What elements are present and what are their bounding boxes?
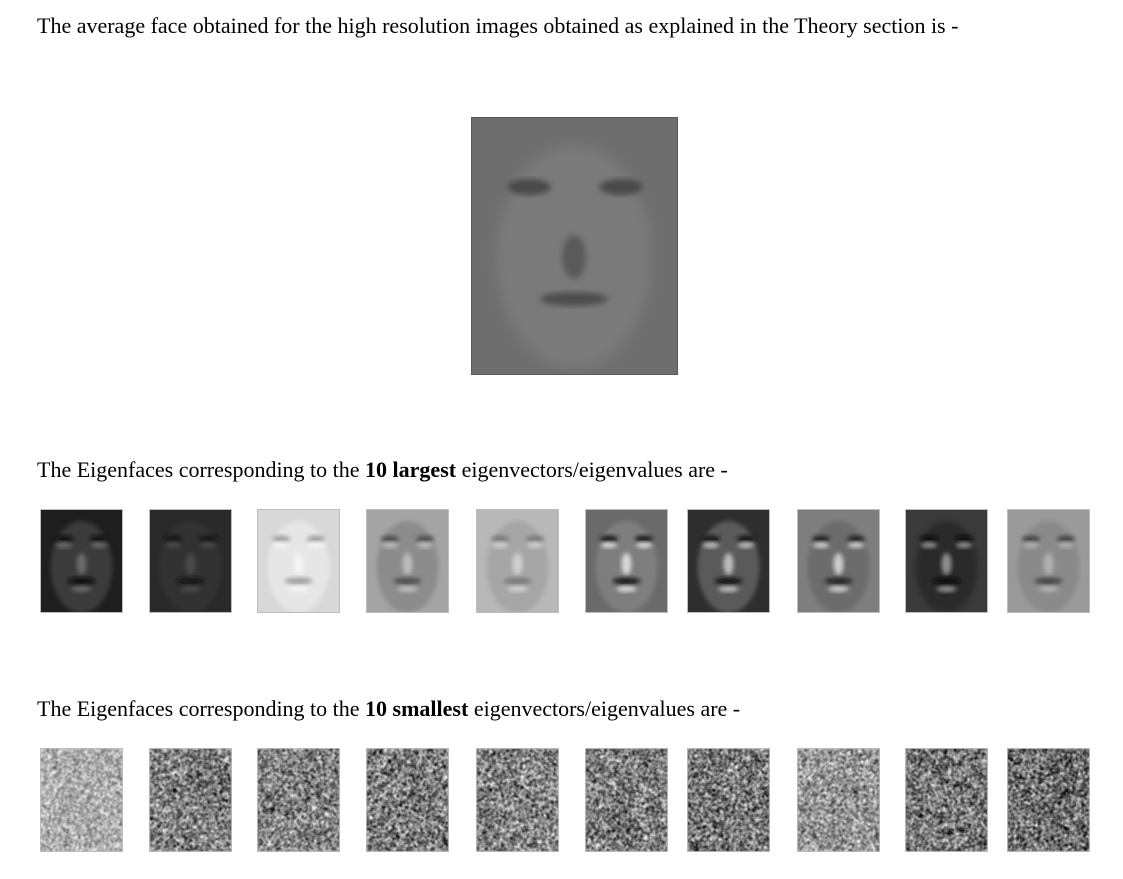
eigenface-smallest-8 [797, 748, 880, 852]
eigenface-smallest-7 [687, 748, 770, 852]
eigenface-smallest-2 [149, 748, 232, 852]
eigenface-largest-2 [149, 509, 232, 613]
eigenface-smallest-3 [257, 748, 340, 852]
smallest-emphasis: 10 smallest [365, 696, 469, 721]
eigenface-largest-9 [905, 509, 988, 613]
eigenface-smallest-4 [366, 748, 449, 852]
eigenface-largest-4 [366, 509, 449, 613]
eigenface-largest-8 [797, 509, 880, 613]
eigenface-smallest-10 [1007, 748, 1090, 852]
eigenface-largest-3 [257, 509, 340, 613]
eigenface-largest-6 [585, 509, 668, 613]
eigenface-largest-5 [476, 509, 559, 613]
average-face-image [471, 117, 678, 375]
eigenface-smallest-9 [905, 748, 988, 852]
eigenface-largest-10 [1007, 509, 1090, 613]
largest-eigenfaces-caption: The Eigenfaces corresponding to the 10 l… [37, 457, 728, 482]
largest-emphasis: 10 largest [365, 457, 457, 482]
eigenface-largest-1 [40, 509, 123, 613]
eigenface-smallest-5 [476, 748, 559, 852]
average-face-caption: The average face obtained for the high r… [37, 13, 959, 38]
eigenface-largest-7 [687, 509, 770, 613]
eigenface-smallest-1 [40, 748, 123, 852]
eigenface-smallest-6 [585, 748, 668, 852]
smallest-eigenfaces-caption: The Eigenfaces corresponding to the 10 s… [37, 696, 741, 721]
